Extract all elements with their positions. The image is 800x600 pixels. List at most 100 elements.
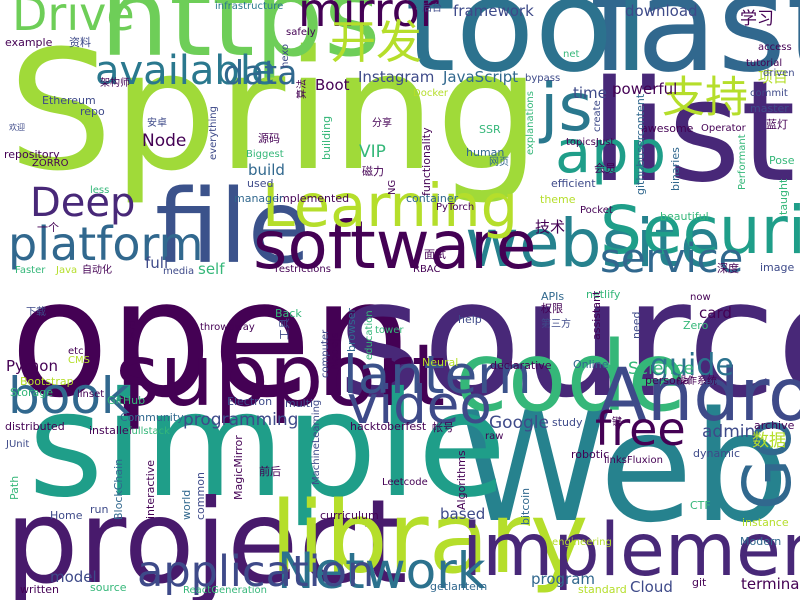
cloud-word-86-: 安卓 xyxy=(147,116,167,129)
cloud-word-100-manager: manager xyxy=(234,192,284,205)
cloud-word-64-terminal: terminal xyxy=(741,575,800,593)
cloud-word-48-javascript: JavaScript xyxy=(442,68,518,86)
cloud-word-4-simple: simple xyxy=(28,361,507,530)
cloud-word-147-leetcode: Leetcode xyxy=(382,477,428,488)
cloud-word-134-tower: tower xyxy=(375,325,404,336)
cloud-word-3-web: Web xyxy=(458,379,789,556)
cloud-word-94-: 一个 xyxy=(37,221,59,234)
cloud-word-149-machinelearning: MachineLearning xyxy=(311,400,322,485)
cloud-word-60-multi: multi xyxy=(285,397,313,410)
cloud-word-123-restrictions: restrictions xyxy=(275,264,331,275)
cloud-word-32-service: service xyxy=(600,236,743,282)
cloud-word-67-model: model xyxy=(50,568,97,586)
cloud-word-165-run: run xyxy=(90,503,108,516)
cloud-word-142-robotic: robotic xyxy=(571,448,609,461)
cloud-word-47-instagram: Instagram xyxy=(358,68,434,86)
cloud-word-189-assistant: assistant xyxy=(590,290,603,340)
cloud-word-172-interactive: interactive xyxy=(144,460,157,519)
cloud-word-132-now: now xyxy=(690,292,711,303)
cloud-word-10-file: file xyxy=(155,168,310,287)
cloud-word-50-powerful: powerful xyxy=(612,80,677,98)
cloud-word-164-home: Home xyxy=(50,509,83,522)
cloud-word-29-mirror: mirror xyxy=(298,0,439,37)
cloud-word-73-safely: safely xyxy=(286,27,316,38)
cloud-word-130-need: need xyxy=(630,312,643,340)
cloud-word-175-source: source xyxy=(90,581,127,594)
cloud-word-103-ng: NG xyxy=(387,180,398,195)
cloud-word-162-junit: JUnit xyxy=(5,439,29,450)
cloud-word-167-installer: installer xyxy=(89,424,134,437)
cloud-word-154-ctf: CTF xyxy=(690,499,711,512)
cloud-word-176-computer: computer xyxy=(320,329,331,378)
cloud-word-195-githubusercontent: githubusercontent xyxy=(634,93,647,195)
cloud-word-72-: 后台 xyxy=(422,1,442,14)
cloud-word-34-: 开发 xyxy=(330,15,422,69)
cloud-word-141-linksfluxion: linksFluxion xyxy=(604,455,663,466)
cloud-word-133-help: help xyxy=(458,313,482,326)
cloud-word-0-spring: Spring xyxy=(8,15,540,207)
cloud-word-111-theme: theme xyxy=(540,193,576,206)
cloud-word-88-repository: repository xyxy=(4,148,60,161)
cloud-word-37-data: data xyxy=(223,53,297,92)
cloud-word-129-card: card xyxy=(699,304,732,322)
cloud-word-56-python: Python xyxy=(6,357,58,375)
cloud-word-151-curriculum: curriculum xyxy=(320,509,379,522)
cloud-word-21-js: js xyxy=(538,69,593,146)
cloud-word-19-learning: Learning xyxy=(262,171,518,240)
cloud-word-26-network: Network xyxy=(277,542,486,600)
cloud-word-33-deep: Deep xyxy=(30,180,135,226)
cloud-word-14-implementation: implementation xyxy=(462,508,800,593)
cloud-word-168-community: Community xyxy=(120,411,184,424)
cloud-word-115-operator: Operator xyxy=(701,123,747,134)
cloud-word-117-beautiful: beautiful xyxy=(660,210,709,223)
cloud-word-135-neural: Neural xyxy=(422,356,458,369)
cloud-word-179-education: education xyxy=(364,310,375,360)
cloud-word-181-throwaway: throwaway xyxy=(200,322,255,333)
cloud-word-177-nodejs: Nodejs xyxy=(328,332,341,370)
cloud-word-120-image: image xyxy=(760,261,794,274)
cloud-word-81-tutorial: tutorial xyxy=(746,58,782,69)
cloud-word-30-drive: Drive xyxy=(12,0,135,41)
cloud-word-119-: 深度 xyxy=(717,261,739,275)
cloud-word-110-: 会员 xyxy=(594,162,616,175)
cloud-word-18-software: software xyxy=(253,207,536,284)
cloud-word-122-rbac: RBAC xyxy=(413,264,440,275)
cloud-word-52-vip: VIP xyxy=(359,142,386,162)
cloud-word-53-build: build xyxy=(248,161,285,179)
cloud-word-188-linset: linset xyxy=(77,389,104,400)
cloud-word-185-: 下载 xyxy=(26,306,46,318)
cloud-word-106-ssr: SSR xyxy=(479,123,501,136)
cloud-word-190-: 架构师 xyxy=(100,76,130,89)
cloud-word-127-: 权限 xyxy=(541,302,563,315)
cloud-word-184-: 采用 xyxy=(125,320,137,340)
cloud-word-199-time: time xyxy=(573,84,607,102)
cloud-word-36-free: free xyxy=(595,402,686,456)
cloud-word-152-based: based xyxy=(440,505,485,523)
cloud-word-174-common: common xyxy=(194,472,207,520)
cloud-word-74-hexo: hexo xyxy=(280,44,291,68)
cloud-word-5-list: list xyxy=(590,51,796,214)
cloud-word-12-code: code xyxy=(455,321,687,433)
cloud-word-66-program: program xyxy=(531,570,595,588)
cloud-word-92-java: Java xyxy=(55,265,77,276)
cloud-word-40-science: Science xyxy=(628,359,694,379)
cloud-word-31-available: available xyxy=(95,48,276,94)
cloud-word-71-infrastructure: infrastructure xyxy=(215,1,283,12)
cloud-word-145-: 帐号 xyxy=(432,421,454,434)
cloud-word-54-full: full xyxy=(145,254,168,272)
cloud-word-51-node: Node xyxy=(142,131,186,151)
cloud-word-46-: 学习 xyxy=(740,9,774,29)
cloud-word-148-: 前后 xyxy=(259,464,281,478)
cloud-word-38-programming: programming xyxy=(183,410,298,430)
cloud-word-41-admin: admin xyxy=(702,422,755,442)
cloud-word-170-fullstack: fullstack xyxy=(128,426,170,437)
cloud-word-197-performant: Performant xyxy=(737,134,748,190)
cloud-word-70-: 资料 xyxy=(69,35,91,49)
cloud-word-99-implemented: implemented xyxy=(276,192,349,205)
cloud-word-198-building: building xyxy=(320,116,333,160)
cloud-word-108-: 网页 xyxy=(489,156,509,168)
cloud-word-166-distributed: distributed xyxy=(5,420,65,433)
cloud-word-44-framework: framework xyxy=(453,2,534,20)
